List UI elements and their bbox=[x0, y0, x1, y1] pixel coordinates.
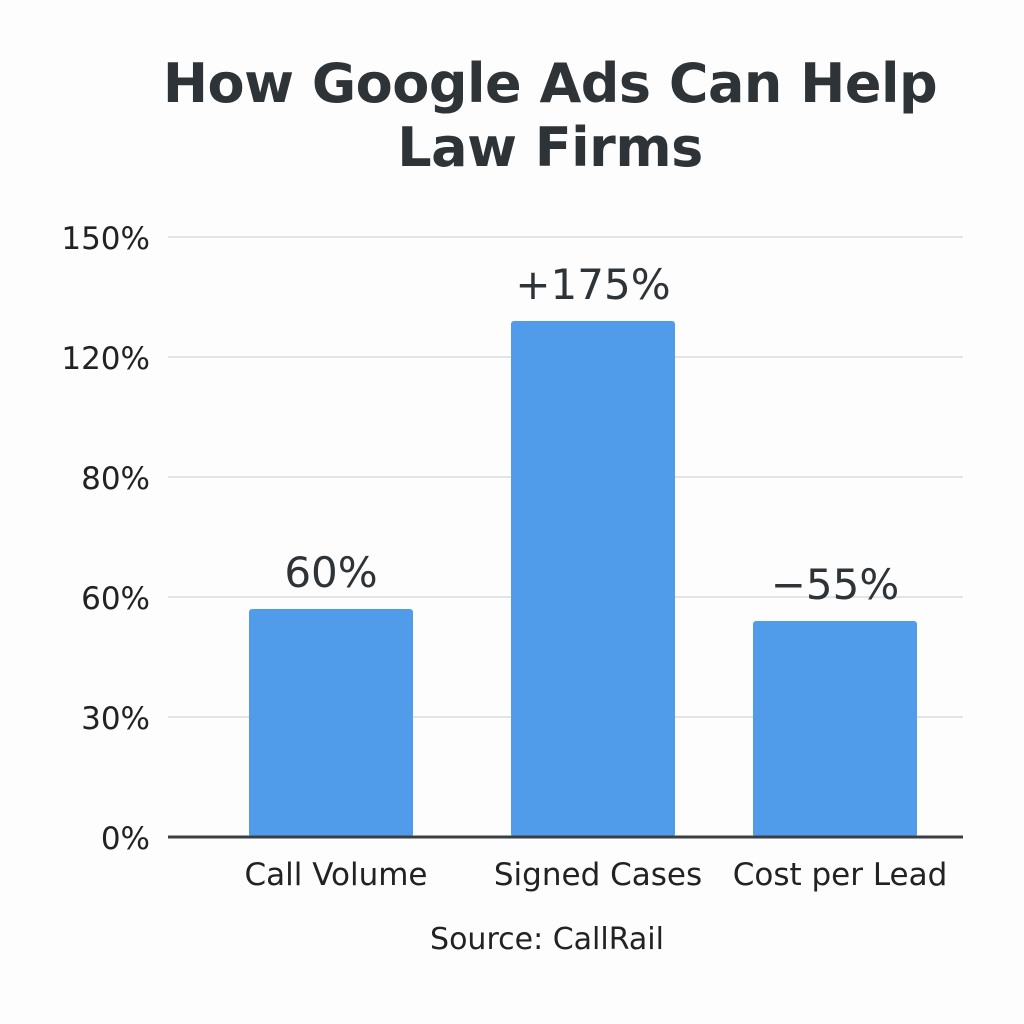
y-tick-label: 60% bbox=[81, 581, 150, 617]
bar bbox=[753, 621, 917, 837]
x-tick-label: Signed Cases bbox=[494, 857, 702, 893]
chart-title-line-1: How Google Ads Can Help bbox=[162, 52, 938, 115]
source-note: Source: CallRail bbox=[430, 922, 664, 957]
bar bbox=[249, 609, 413, 837]
x-tick-label: Call Volume bbox=[244, 857, 427, 893]
y-tick-label: 80% bbox=[81, 461, 150, 497]
data-label: 60% bbox=[284, 548, 377, 597]
y-tick-label: 120% bbox=[61, 341, 150, 377]
data-label: +175% bbox=[515, 260, 670, 309]
data-label: −55% bbox=[771, 560, 900, 609]
y-tick-label: 150% bbox=[61, 221, 150, 257]
y-tick-label: 30% bbox=[81, 701, 150, 737]
x-tick-label: Cost per Lead bbox=[733, 857, 948, 893]
y-tick-label: 0% bbox=[101, 821, 150, 857]
chart-title-line-2: Law Firms bbox=[397, 116, 703, 179]
bar bbox=[511, 321, 675, 837]
chart-title: How Google Ads Can Help Law Firms bbox=[0, 52, 1024, 180]
